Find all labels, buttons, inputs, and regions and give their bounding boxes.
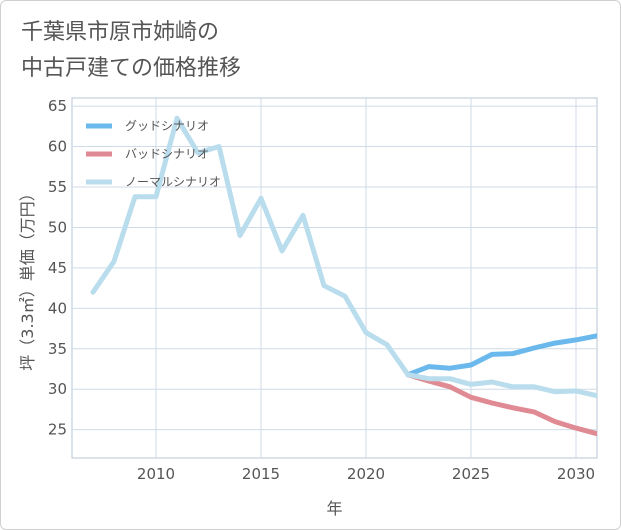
- legend-item-1[interactable]: グッドシナリオ: [86, 119, 209, 133]
- series-line-2: [405, 372, 597, 437]
- y-tick-label: 65: [48, 97, 67, 115]
- x-axis-label: 年: [326, 499, 342, 518]
- legend-label: グッドシナリオ: [125, 119, 209, 133]
- legend-label: ノーマルシナリオ: [125, 175, 221, 189]
- legend-item-2[interactable]: バッドシナリオ: [86, 147, 209, 161]
- x-tick-label: 2015: [242, 465, 280, 483]
- plot-frame: [71, 97, 598, 459]
- y-tick-label: 35: [48, 340, 67, 358]
- series-line-1: [405, 333, 597, 378]
- y-tick-label: 60: [48, 138, 67, 156]
- y-tick-label: 40: [48, 299, 67, 317]
- tick-labels: 2010 2015 2020 2025 2030 25 30 35 40 45 50 55 60 65: [48, 97, 595, 483]
- chart-title: 千葉県市原市姉崎の 中古戸建ての価格推移: [21, 20, 242, 81]
- y-tick-label: 25: [48, 421, 67, 439]
- series-layer: [90, 115, 597, 437]
- x-tick-label: 2010: [137, 465, 175, 483]
- y-tick-label: 30: [48, 380, 67, 398]
- x-tick-label: 2025: [452, 465, 490, 483]
- legend-label: バッドシナリオ: [125, 147, 209, 161]
- y-tick-label: 55: [48, 178, 67, 196]
- x-tick-label: 2030: [557, 465, 595, 483]
- y-axis-label: 坪（3.3㎡）単価（万円）: [18, 185, 37, 370]
- series-line-3: [90, 115, 597, 399]
- plot-area: [71, 97, 598, 459]
- y-tick-label: 45: [48, 259, 67, 277]
- x-tick-label: 2020: [347, 465, 385, 483]
- y-tick-label: 50: [48, 218, 67, 236]
- legend-item-3[interactable]: ノーマルシナリオ: [86, 175, 221, 189]
- grid: [72, 98, 597, 458]
